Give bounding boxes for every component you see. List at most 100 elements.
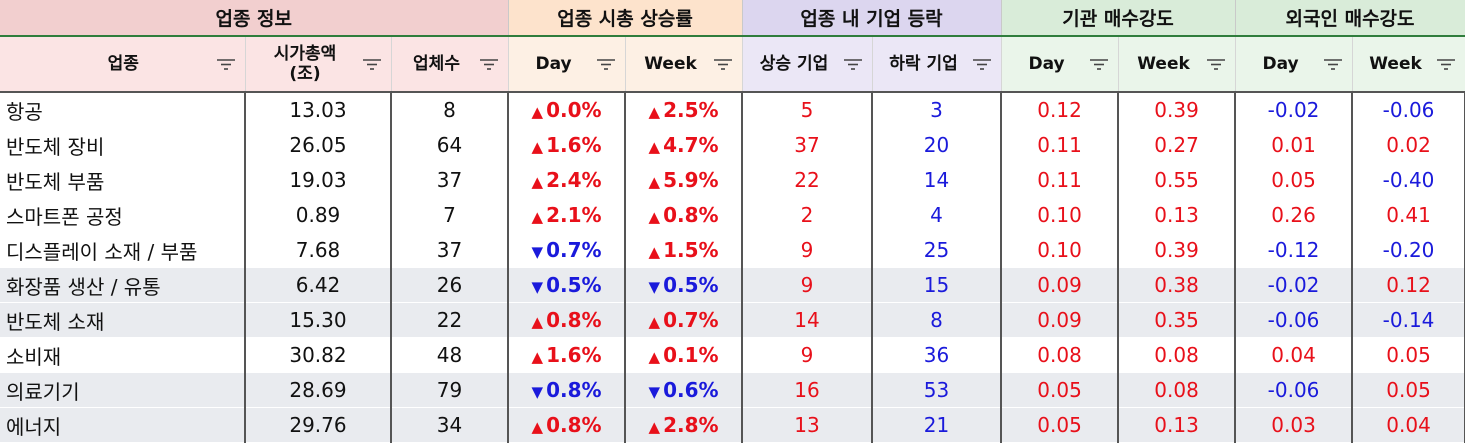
market-cap-cell: 28.69: [245, 372, 392, 408]
rising-count-cell: 2: [742, 197, 874, 233]
sector-name-cell: 소비재: [0, 337, 246, 373]
for-week-cell: 0.02: [1352, 127, 1465, 163]
falling-count-cell: 21: [872, 407, 1003, 443]
market-cap-cell: 15.30: [245, 302, 392, 338]
column-header[interactable]: 하락 기업: [872, 36, 1002, 93]
filter-icon[interactable]: [1435, 54, 1457, 74]
filter-icon[interactable]: [595, 54, 617, 74]
inst-day-cell: 0.11: [1001, 162, 1120, 198]
table-row[interactable]: 스마트폰 공정 0.89 7 ▲ 2.1% ▲ 0.8% 2 4 0.10 0.13 0.26 0.41: [0, 197, 1465, 233]
filter-icon[interactable]: [1322, 54, 1344, 74]
for-week-cell: 0.05: [1352, 337, 1465, 373]
change-value: 0.5%: [546, 273, 602, 297]
table-row[interactable]: 반도체 소재 15.30 22 ▲ 0.8% ▲ 0.7% 14 8 0.09 0.35 -0.06-…: [0, 302, 1465, 338]
company-count-cell: 22: [391, 302, 510, 338]
company-count-cell: 7: [391, 197, 510, 233]
change-value: 0.5%: [663, 273, 719, 297]
up-triangle-icon: ▲: [648, 418, 661, 436]
table-row[interactable]: 반도체 장비 26.05 64 ▲ 1.6% ▲ 4.7% 37 20 0.11 0.27 0.01 0…: [0, 127, 1465, 163]
market-cap-cell: 26.05: [245, 127, 392, 163]
up-triangle-icon: ▲: [648, 208, 661, 226]
rising-count-cell: 37: [742, 127, 874, 163]
inst-day-cell: 0.08: [1001, 337, 1120, 373]
sector-name-cell: 화장품 생산 / 유통: [0, 267, 246, 303]
inst-week-cell: 0.13: [1118, 407, 1237, 443]
column-header[interactable]: 상승 기업: [742, 36, 873, 93]
column-header-label: 업체수: [413, 54, 460, 74]
column-header[interactable]: Day: [1235, 36, 1353, 93]
falling-count-cell: 25: [872, 232, 1003, 268]
change-value: 2.5%: [663, 98, 719, 122]
filter-icon[interactable]: [971, 54, 993, 74]
up-triangle-icon: ▲: [648, 313, 661, 331]
table-row[interactable]: 소비재 30.82 48 ▲ 1.6% ▲ 0.1% 9 36 0.08 0.08 0.04 0.05: [0, 337, 1465, 373]
cap-change-week-cell: ▲ 2.8%: [625, 407, 744, 443]
table-row[interactable]: 디스플레이 소재 / 부품 7.68 37 ▼ 0.7% ▲ 1.5% 9 25 0.10 0.39…: [0, 232, 1465, 268]
falling-count-cell: 20: [872, 127, 1003, 163]
column-header[interactable]: Week: [1352, 36, 1465, 93]
column-header-label: Day: [535, 54, 572, 74]
company-count-cell: 8: [391, 92, 510, 128]
company-count-cell: 37: [391, 232, 510, 268]
column-header[interactable]: Week: [1118, 36, 1236, 93]
sector-name-cell: 의료기기: [0, 372, 246, 408]
column-header-label: Day: [1262, 54, 1299, 74]
market-cap-cell: 6.42: [245, 267, 392, 303]
inst-week-cell: 0.39: [1118, 92, 1237, 128]
cap-change-day-cell: ▲ 0.0%: [508, 92, 627, 128]
inst-week-cell: 0.35: [1118, 302, 1237, 338]
table-row[interactable]: 반도체 부품 19.03 37 ▲ 2.4% ▲ 5.9% 22 14 0.11 0.55 0.05-…: [0, 162, 1465, 198]
column-header[interactable]: Day: [508, 36, 626, 93]
table-row[interactable]: 에너지 29.76 34 ▲ 0.8% ▲ 2.8% 13 21 0.05 0.13 0.03 0.04: [0, 407, 1465, 443]
group-header: 업종 정보: [0, 0, 509, 37]
down-triangle-icon: ▼: [531, 278, 544, 296]
cap-change-week-cell: ▲ 0.7%: [625, 302, 744, 338]
for-week-cell: 0.12: [1352, 267, 1465, 303]
group-header: 외국인 매수강도: [1235, 0, 1465, 37]
market-cap-cell: 7.68: [245, 232, 392, 268]
up-triangle-icon: ▲: [531, 173, 544, 191]
column-header[interactable]: Week: [625, 36, 743, 93]
filter-icon[interactable]: [361, 54, 383, 74]
table-row[interactable]: 의료기기 28.69 79 ▼ 0.8% ▼ 0.6% 16 53 0.05 0.08 -0.06 0.…: [0, 372, 1465, 408]
column-header[interactable]: 시가총액 (조): [245, 36, 392, 93]
filter-icon[interactable]: [215, 54, 237, 74]
column-header[interactable]: 업체수: [391, 36, 509, 93]
column-header[interactable]: 업종: [0, 36, 246, 93]
cap-change-week-cell: ▼ 0.5%: [625, 267, 744, 303]
for-week-cell: -0.40: [1352, 162, 1465, 198]
inst-day-cell: 0.12: [1001, 92, 1120, 128]
falling-count-cell: 36: [872, 337, 1003, 373]
filter-icon[interactable]: [478, 54, 500, 74]
filter-icon[interactable]: [1088, 54, 1110, 74]
for-day-cell: 0.04: [1235, 337, 1354, 373]
inst-week-cell: 0.27: [1118, 127, 1237, 163]
filter-icon[interactable]: [1205, 54, 1227, 74]
inst-week-cell: 0.08: [1118, 337, 1237, 373]
change-value: 0.6%: [663, 378, 719, 402]
column-header[interactable]: Day: [1001, 36, 1119, 93]
for-week-cell: 0.05: [1352, 372, 1465, 408]
inst-day-cell: 0.09: [1001, 267, 1120, 303]
table-row[interactable]: 화장품 생산 / 유통 6.42 26 ▼ 0.5% ▼ 0.5% 9 15 0.09 0.38 -0…: [0, 267, 1465, 303]
down-triangle-icon: ▼: [531, 383, 544, 401]
down-triangle-icon: ▼: [531, 243, 544, 261]
cap-change-day-cell: ▲ 2.4%: [508, 162, 627, 198]
sector-name-cell: 반도체 소재: [0, 302, 246, 338]
group-header-row: 업종 정보 업종 시총 상승률 업종 내 기업 등락 기관 매수강도 외국인 매수강도: [0, 0, 1465, 37]
filter-icon[interactable]: [712, 54, 734, 74]
for-day-cell: -0.02: [1235, 92, 1354, 128]
filter-icon[interactable]: [842, 54, 864, 74]
cap-change-day-cell: ▼ 0.5%: [508, 267, 627, 303]
rising-count-cell: 9: [742, 267, 874, 303]
cap-change-day-cell: ▼ 0.8%: [508, 372, 627, 408]
column-header-row: 업종 시가총액 (조) 업체수 Day Week 상승 기업 하락 기업 Day Week Day…: [0, 36, 1465, 93]
table-row[interactable]: 항공 13.03 8 ▲ 0.0% ▲ 2.5% 5 3 0.12 0.39 -0.02 -0.06: [0, 92, 1465, 128]
rising-count-cell: 14: [742, 302, 874, 338]
inst-week-cell: 0.08: [1118, 372, 1237, 408]
up-triangle-icon: ▲: [531, 138, 544, 156]
change-value: 0.8%: [663, 203, 719, 227]
market-cap-cell: 19.03: [245, 162, 392, 198]
change-value: 2.4%: [546, 168, 602, 192]
